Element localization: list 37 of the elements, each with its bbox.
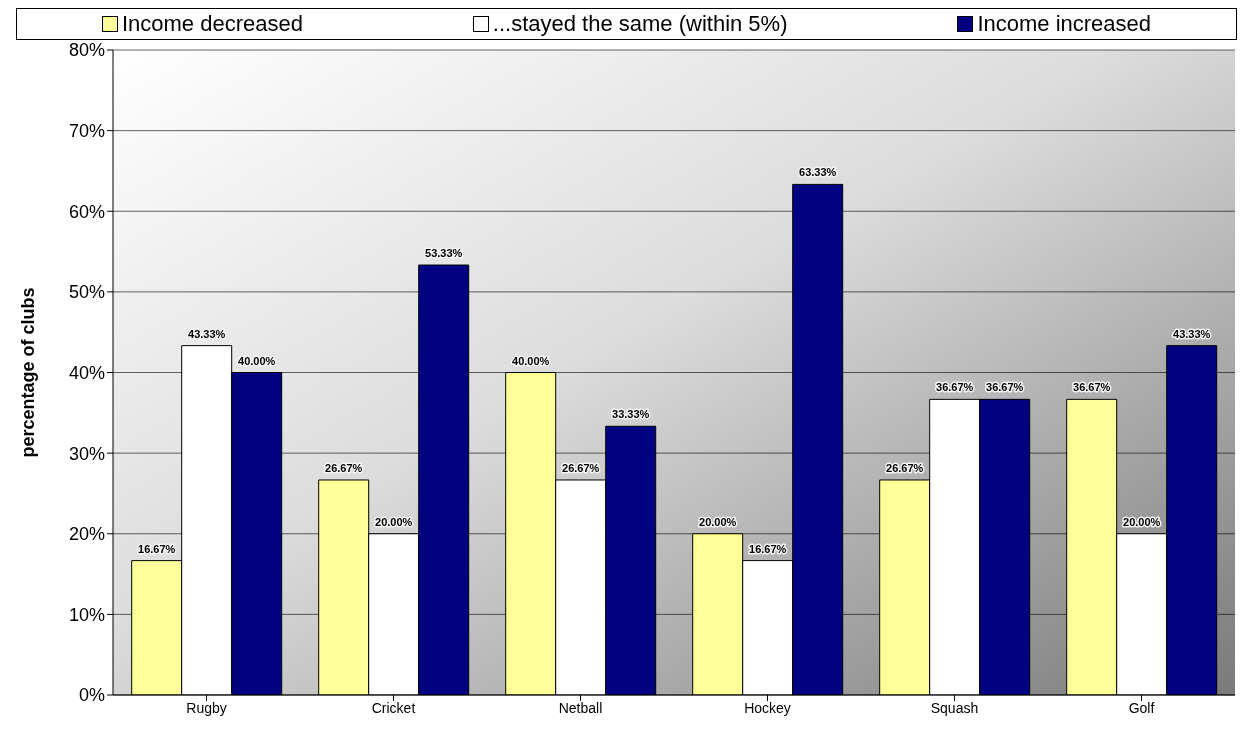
data-label: 20.00% [375,515,413,528]
data-label: 40.00% [238,354,276,367]
data-label: 63.33% [799,166,837,179]
data-label: 20.00% [1123,515,1161,528]
y-tick-label: 50% [68,282,105,303]
data-label: 33.33% [612,408,650,421]
x-tick-label: Squash [930,699,979,716]
data-label: 43.33% [188,327,226,340]
y-tick-label: 20% [68,524,105,545]
data-label: 16.67% [138,542,176,555]
data-label: 20.00% [699,515,737,528]
legend-label: Income increased [976,11,1152,37]
x-tick-label: Netball [558,699,603,716]
data-label: 53.33% [425,247,463,260]
y-tick-label: 0% [78,685,105,706]
data-label: 26.67% [886,461,924,474]
y-tick-label: 80% [68,40,105,61]
legend-label: Income decreased [120,11,303,37]
x-tick-label: Hockey [744,699,791,716]
data-label: 26.67% [562,461,600,474]
x-tick-label: Golf [1128,699,1155,716]
y-tick-label: 70% [68,121,105,142]
y-axis-title: percentage of clubs [18,287,39,458]
data-label: 26.67% [325,461,363,474]
data-label: 36.67% [1073,381,1111,394]
data-label: 43.33% [1173,327,1211,340]
data-label: 40.00% [512,354,550,367]
data-label: 36.67% [936,381,974,394]
x-tick-label: Rugby [186,699,227,716]
data-label: 16.67% [749,542,787,555]
y-tick-label: 10% [68,604,105,625]
data-label: 36.67% [986,381,1024,394]
y-tick-label: 30% [68,443,105,464]
x-tick-label: Cricket [371,699,416,716]
y-tick-label: 40% [68,362,105,383]
legend-label: ...stayed the same (within 5%) [491,11,788,37]
y-tick-label: 60% [68,201,105,222]
